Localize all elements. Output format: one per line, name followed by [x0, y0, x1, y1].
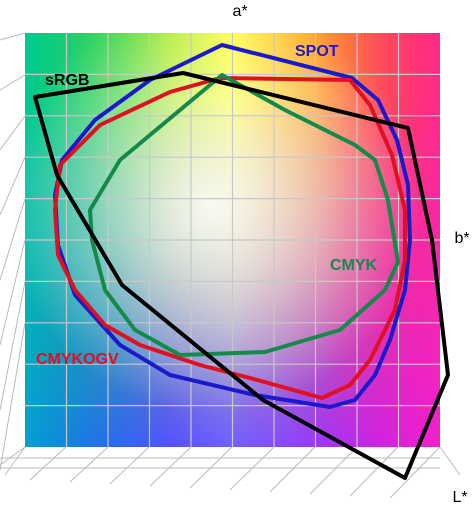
cmykogv-gamut: [53, 76, 407, 400]
grid: [25, 33, 440, 447]
cmyk-gamut: [88, 73, 400, 357]
gamut-label: sRGB: [45, 72, 89, 89]
b-axis-label: b*: [454, 230, 469, 247]
l-axis-label: L*: [452, 489, 467, 506]
gamut-label: CMYK: [330, 257, 378, 274]
gamut-label: SPOT: [295, 43, 339, 60]
srgb-gamut: [33, 71, 450, 480]
gamut-label: CMYKOGV: [36, 351, 119, 368]
a-axis-label: a*: [232, 3, 247, 20]
